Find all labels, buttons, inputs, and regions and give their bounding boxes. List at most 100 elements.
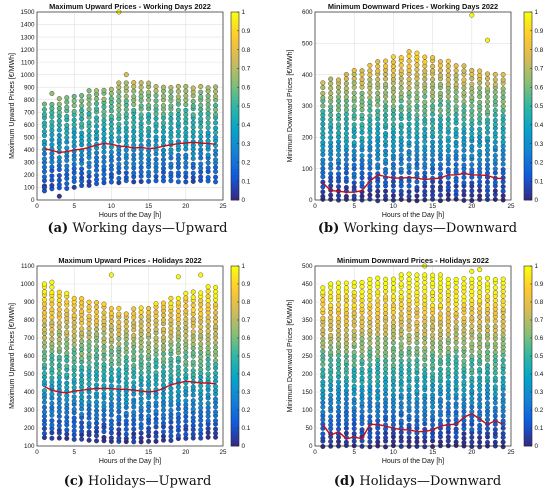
scatter-point (375, 435, 381, 441)
scatter-point (168, 373, 174, 379)
scatter-point (161, 335, 166, 340)
scatter-point (406, 104, 412, 110)
colorbar-segment (231, 106, 239, 110)
scatter-point (343, 111, 349, 117)
colorbar-segment (231, 143, 239, 148)
scatter-point (79, 316, 85, 322)
scatter-point (414, 320, 420, 325)
scatter-point (328, 367, 334, 373)
scatter-point (367, 192, 373, 198)
scatter-point (116, 427, 122, 433)
scatter-point (375, 314, 381, 320)
scatter-point (414, 388, 420, 394)
scatter-point (453, 289, 459, 295)
scatter-point (437, 439, 443, 445)
outlier-point (56, 193, 62, 199)
scatter-point (492, 366, 498, 372)
scatter-point (422, 400, 428, 406)
scatter-point (383, 179, 389, 185)
scatter-point (161, 429, 166, 435)
scatter-point (414, 62, 420, 68)
scatter-point (477, 298, 483, 304)
scatter-point (108, 144, 114, 150)
scatter-point (492, 298, 498, 303)
colorbar-segment (524, 149, 532, 154)
scatter-point (205, 115, 211, 121)
scatter-point (146, 379, 152, 385)
scatter-point (131, 404, 137, 410)
scatter-point (453, 301, 459, 307)
scatter-point (320, 166, 326, 171)
scatter-point (213, 174, 219, 180)
scatter-point (205, 357, 211, 362)
colorbar-tick-label: 0.8 (242, 47, 251, 54)
colorbar-segment (524, 311, 532, 315)
scatter-point (108, 391, 114, 397)
scatter-point (375, 143, 381, 149)
scatter-point (492, 290, 498, 296)
scatter-point (49, 331, 55, 337)
scatter-point (430, 289, 436, 295)
colorbar-segment (231, 187, 239, 191)
scatter-point (461, 108, 467, 114)
scatter-point (414, 414, 420, 420)
scatter-point (101, 96, 107, 102)
scatter-point (320, 409, 326, 415)
colorbar-segment (524, 284, 532, 288)
colorbar-segment (231, 62, 239, 66)
scatter-point (477, 358, 483, 364)
scatter-point (146, 152, 152, 158)
scatter-point (500, 94, 506, 100)
scatter-point (213, 88, 219, 94)
scatter-point (461, 147, 467, 153)
scatter-point (453, 63, 459, 69)
colorbar-segment (524, 80, 532, 85)
scatter-point (198, 388, 204, 394)
scatter-point (49, 177, 55, 183)
scatter-point (116, 80, 122, 86)
colorbar-segment (524, 131, 532, 135)
scatter-point (205, 302, 211, 308)
scatter-point (198, 383, 204, 389)
scatter-point (161, 420, 166, 426)
x-tick-label: 5 (72, 203, 76, 210)
scatter-point (146, 327, 152, 333)
scatter-point (101, 422, 107, 428)
scatter-point (56, 307, 62, 313)
scatter-point (492, 89, 498, 95)
scatter-point (406, 112, 412, 118)
scatter-point (131, 353, 137, 359)
scatter-point (367, 328, 373, 334)
scatter-point (101, 356, 107, 362)
scatter-point (422, 94, 428, 99)
scatter-point (453, 366, 459, 371)
caption-d-text: Holidays—Downward (359, 474, 502, 489)
y-tick-label: 0 (309, 443, 313, 450)
scatter-point (41, 370, 47, 376)
scatter-point (359, 375, 365, 381)
scatter-point (131, 107, 137, 113)
colorbar-tick-label: 0.3 (535, 389, 544, 396)
scatter-point (390, 404, 396, 410)
scatter-point (94, 150, 99, 156)
scatter-point (351, 152, 357, 158)
scatter-point (500, 184, 506, 190)
scatter-point (213, 164, 219, 170)
colorbar-segment (524, 344, 532, 348)
scatter-point (116, 357, 122, 363)
scatter-point (492, 108, 498, 113)
scatter-point (414, 72, 420, 78)
scatter-point (477, 72, 483, 78)
scatter-point (336, 157, 341, 163)
colorbar-segment (524, 308, 532, 312)
mean-line (44, 380, 216, 394)
scatter-point (49, 164, 55, 170)
scatter-point (445, 327, 451, 333)
scatter-point (101, 171, 107, 177)
scatter-point (422, 272, 428, 278)
scatter-point (485, 103, 490, 109)
scatter-point (383, 323, 389, 329)
scatter-point (390, 179, 396, 185)
scatter-point (375, 336, 381, 342)
colorbar-segment (231, 137, 239, 141)
